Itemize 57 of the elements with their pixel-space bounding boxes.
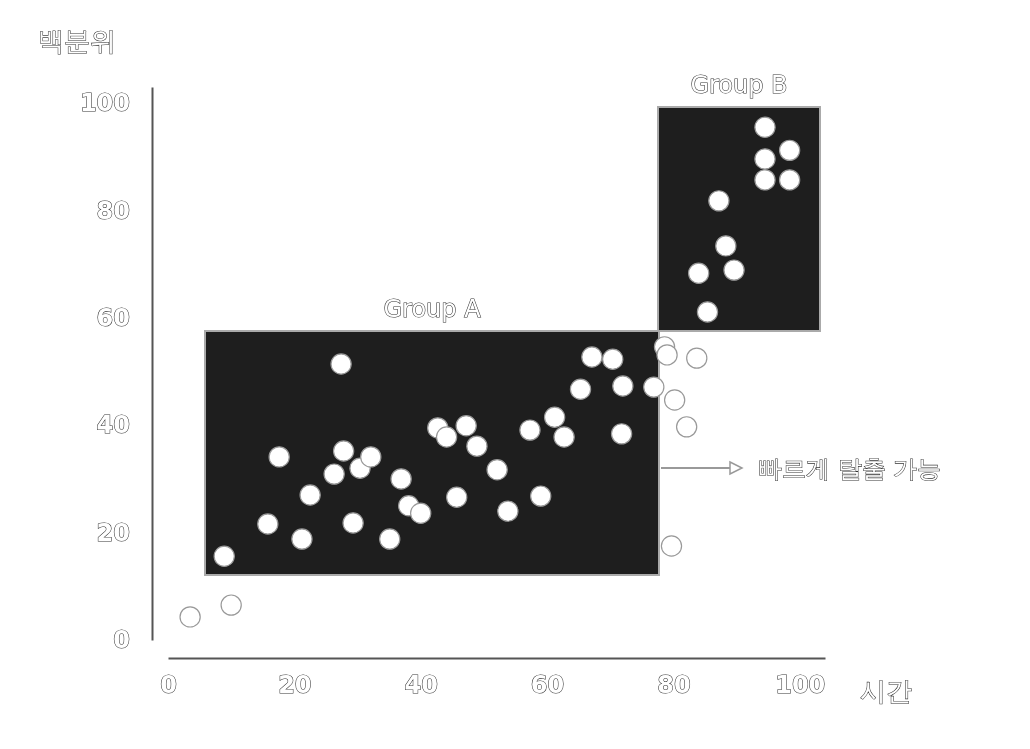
point [715,235,737,257]
y-tick-label: 40 [96,411,130,440]
y-axis-title: 백분위 [38,26,116,56]
annotation: Group A [383,295,482,323]
x-tick-label: 60 [530,671,565,700]
x-tick-label: 80 [657,671,691,700]
point [390,468,412,490]
point [612,375,634,397]
point [754,116,776,138]
y-tick-label: 20 [96,518,130,547]
x-tick-label: 40 [404,671,438,700]
point [497,500,519,522]
point [581,346,603,368]
point [708,190,730,212]
point [299,484,321,506]
x-tick-label: 0 [160,671,177,700]
x-tick-label: 20 [278,671,312,700]
annotation: 빠르게 탈출 가능 [758,455,942,483]
point [446,486,468,508]
point [486,459,508,481]
point [569,378,592,400]
point [519,419,541,441]
point [466,435,488,457]
point [696,301,719,323]
point [410,502,432,524]
point [455,415,477,437]
point [332,440,355,462]
point [754,169,776,191]
point [360,446,382,468]
point [602,348,624,370]
x-tick-label: 100 [775,671,826,700]
point [530,485,552,507]
point [268,446,290,468]
y-tick-label: 60 [96,304,130,333]
point [643,376,665,398]
point [435,426,458,448]
y-tick-label: 80 [96,196,130,225]
annotation: Group B [690,71,788,99]
point [291,528,313,550]
point [342,512,364,534]
point [610,423,633,445]
point [330,353,352,375]
point [553,426,575,448]
point [543,406,566,428]
point [778,169,801,191]
y-tick-label: 100 [79,89,130,118]
point [656,344,678,366]
point [379,528,401,550]
point [323,463,345,485]
point [723,259,745,281]
point [687,262,710,284]
point [257,513,279,535]
point [213,545,235,567]
point [754,148,776,170]
y-tick-label: 0 [113,626,130,655]
x-axis-title: 시간 [860,676,912,706]
point [778,139,801,162]
